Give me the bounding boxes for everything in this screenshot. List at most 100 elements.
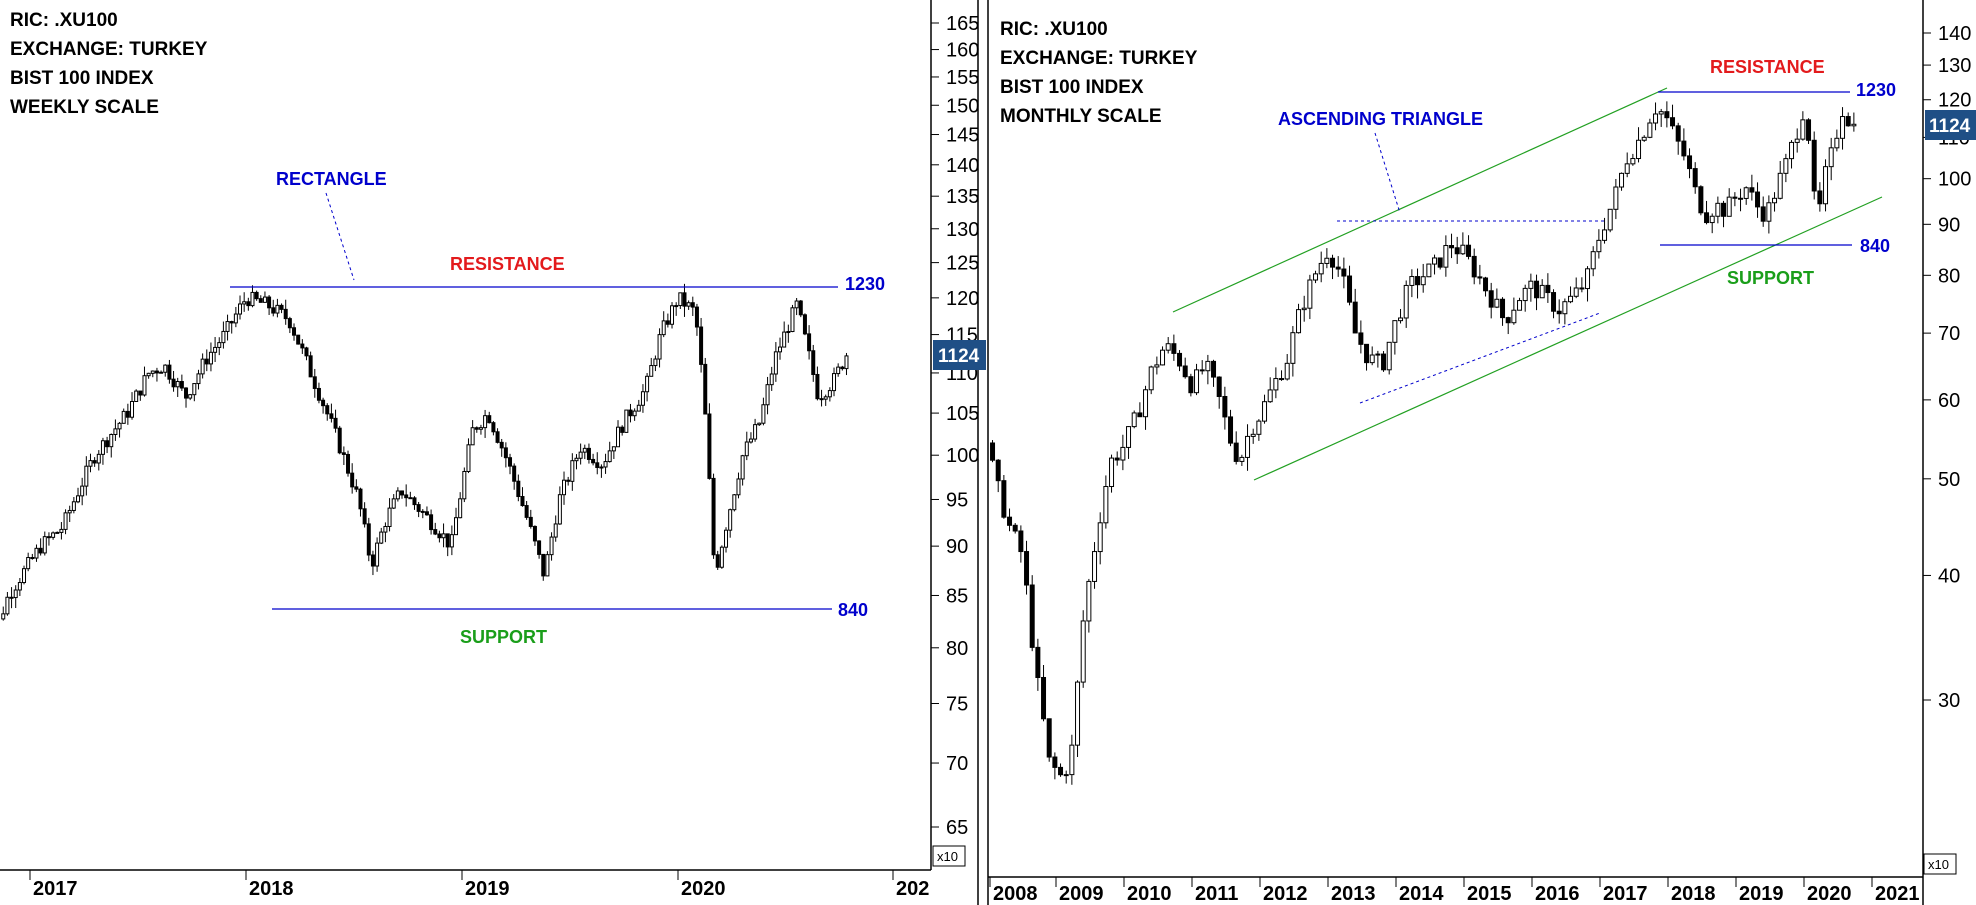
monthly-candle-body <box>1647 122 1653 138</box>
monthly-candle-body <box>1755 191 1761 208</box>
weekly-y-tick-label: 135 <box>946 186 979 208</box>
monthly-candle-body <box>1579 287 1585 290</box>
weekly-candle-body <box>26 557 31 570</box>
weekly-y-tick-label: 120 <box>946 288 979 310</box>
weekly-candle-body <box>582 447 587 453</box>
monthly-candle-body <box>1318 262 1324 275</box>
weekly-candles <box>1 283 849 621</box>
monthly-candle-body <box>1199 369 1205 372</box>
monthly-x-tick-label: 2017 <box>1603 883 1648 905</box>
weekly-candle-body <box>811 350 816 375</box>
monthly-candle-body <box>1630 158 1636 165</box>
monthly-multiplier-box <box>1923 853 1957 875</box>
weekly-candle-body <box>545 554 550 577</box>
monthly-candle-body <box>1137 412 1143 418</box>
weekly-candle-body <box>599 466 604 469</box>
monthly-candle-body <box>1228 416 1234 444</box>
monthly-candle-body <box>1012 524 1018 532</box>
monthly-support-value: 840 <box>1860 236 1890 256</box>
weekly-candle-body <box>782 331 787 348</box>
weekly-candle-body <box>358 488 363 510</box>
weekly-candle-body <box>433 529 438 535</box>
weekly-candle-body <box>42 536 47 554</box>
monthly-candle-body <box>1194 369 1200 394</box>
monthly-x-tick-label: 2013 <box>1331 883 1376 905</box>
monthly-candle-body <box>1670 117 1676 127</box>
monthly-candle-body <box>1488 290 1494 308</box>
weekly-candle-body <box>221 330 226 344</box>
monthly-candle-body <box>1562 301 1568 315</box>
weekly-candle-body <box>807 333 812 352</box>
weekly-candle-body <box>524 505 529 518</box>
monthly-candle-body <box>1103 486 1109 524</box>
monthly-info-ric: RIC: .XU100 <box>1000 19 1108 40</box>
weekly-y-tick-label: 155 <box>946 67 979 89</box>
weekly-candle-body <box>682 292 687 307</box>
weekly-candle-body <box>316 387 321 401</box>
monthly-candle-body <box>1800 119 1806 140</box>
weekly-candle-body <box>790 307 795 333</box>
weekly-candle-body <box>304 347 309 357</box>
monthly-candle-body <box>1483 277 1489 292</box>
monthly-candle-body <box>1120 446 1126 461</box>
weekly-candle-body <box>778 346 783 353</box>
monthly-candle-body <box>1386 341 1392 371</box>
weekly-y-tick-label: 130 <box>946 219 979 241</box>
weekly-candle-body <box>620 426 625 433</box>
weekly-candle-body <box>271 307 276 314</box>
monthly-candle-body <box>1545 284 1551 294</box>
weekly-candle-body <box>503 447 508 459</box>
monthly-candle-body <box>1789 141 1795 160</box>
weekly-candle-body <box>823 396 828 400</box>
weekly-info-scale: WEEKLY SCALE <box>10 97 159 118</box>
weekly-candle-body <box>454 517 459 536</box>
weekly-candle-body <box>142 375 147 396</box>
weekly-candle-body <box>163 364 168 373</box>
weekly-candle-body <box>387 507 392 527</box>
monthly-pattern-label: ASCENDING TRIANGLE <box>1278 109 1483 129</box>
weekly-candle-body <box>213 346 218 353</box>
monthly-y-tick-label: 80 <box>1938 265 1960 287</box>
weekly-candle-body <box>458 498 463 519</box>
monthly-candle-body <box>1403 284 1409 319</box>
weekly-candle-body <box>420 510 425 513</box>
weekly-candle-body <box>844 355 849 370</box>
weekly-candle-body <box>674 305 679 308</box>
monthly-candle-body <box>1783 158 1789 174</box>
monthly-candle-body <box>1794 138 1800 143</box>
weekly-multiplier-box <box>932 845 966 867</box>
monthly-y-tick-label: 100 <box>1938 169 1971 191</box>
monthly-candle-body <box>1517 300 1523 311</box>
monthly-x-tick-label: 2010 <box>1127 883 1172 905</box>
monthly-candle-body <box>1205 360 1211 372</box>
weekly-candle-body <box>553 523 558 538</box>
monthly-candle-body <box>1828 147 1834 168</box>
monthly-candle-body <box>1585 268 1591 290</box>
weekly-candle-body <box>724 529 729 548</box>
weekly-x-tick-label: 202 <box>896 878 929 900</box>
weekly-candle-body <box>217 342 222 348</box>
weekly-candle-body <box>836 366 841 375</box>
weekly-candle-body <box>640 391 645 406</box>
weekly-candle-body <box>9 596 14 599</box>
monthly-candle-body <box>1375 353 1381 356</box>
monthly-candle-body <box>1709 215 1715 224</box>
monthly-x-tick-label: 2019 <box>1739 883 1784 905</box>
monthly-candle-body <box>1052 756 1058 768</box>
weekly-candle-body <box>105 440 110 448</box>
weekly-support-label: SUPPORT <box>460 627 547 647</box>
monthly-support-label: SUPPORT <box>1727 268 1814 288</box>
weekly-candle-body <box>520 496 525 507</box>
weekly-candle-body <box>370 554 375 567</box>
monthly-candle-body <box>1641 136 1647 141</box>
weekly-candle-body <box>441 533 446 539</box>
monthly-candle-body <box>1018 530 1024 553</box>
monthly-candle-body <box>1613 186 1619 210</box>
weekly-resistance-label: RESISTANCE <box>450 254 565 274</box>
monthly-candle-body <box>1160 349 1166 366</box>
weekly-candle-body <box>819 398 824 401</box>
weekly-candle-body <box>636 404 641 412</box>
weekly-x-tick-label: 2019 <box>465 878 510 900</box>
weekly-candle-body <box>611 446 616 452</box>
